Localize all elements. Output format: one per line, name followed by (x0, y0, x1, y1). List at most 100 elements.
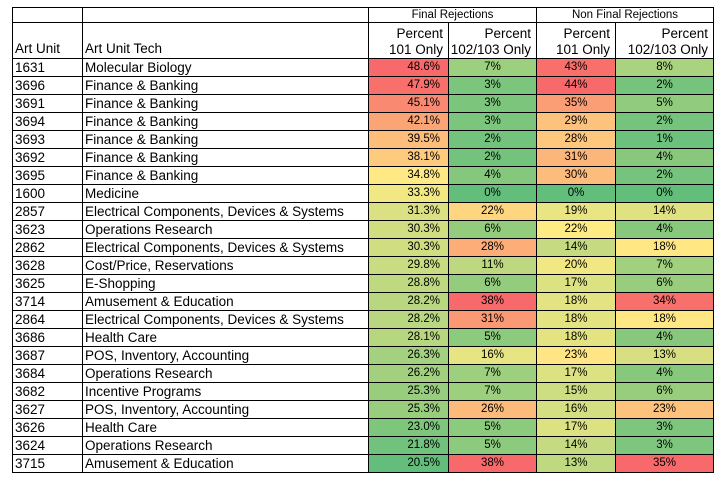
final-102-103-cell: 2% (448, 148, 537, 167)
art-unit-tech-cell: Health Care (82, 418, 369, 437)
table-row: 2862 Electrical Components, Devices & Sys… (12, 238, 714, 257)
final-101-cell: 20.5% (368, 454, 449, 473)
art-unit-header: Art Unit (12, 22, 83, 59)
art-unit-tech-cell: Amusement & Education (82, 292, 369, 311)
nonfinal-102-103-cell: 34% (615, 292, 714, 311)
final-101-cell: 42.1% (368, 112, 449, 131)
art-unit-cell: 1631 (12, 58, 83, 77)
final-102-103-cell: 5% (448, 418, 537, 437)
art-unit-tech-header: Art Unit Tech (82, 22, 369, 59)
table-row: 1631 Molecular Biology 48.6% 7% 43% 8% (12, 58, 714, 77)
nonfinal-101-header: Percent 101 Only (536, 22, 616, 59)
final-102-103-cell: 3% (448, 76, 537, 95)
art-unit-cell: 3623 (12, 220, 83, 239)
art-unit-cell: 3625 (12, 274, 83, 293)
final-102-103-cell: 26% (448, 400, 537, 419)
percent-label: Percent (396, 26, 443, 41)
table-row: 3696 Finance & Banking 47.9% 3% 44% 2% (12, 76, 714, 95)
only-101-label: 101 Only (555, 42, 610, 57)
final-101-header: Percent 101 Only (368, 22, 449, 59)
art-unit-tech-cell: Finance & Banking (82, 166, 369, 185)
art-unit-tech-cell: Operations Research (82, 364, 369, 383)
final-102-103-cell: 7% (448, 382, 537, 401)
final-102-103-cell: 7% (448, 364, 537, 383)
nonfinal-101-cell: 13% (536, 454, 616, 473)
nonfinal-101-cell: 15% (536, 382, 616, 401)
nonfinal-102-103-cell: 3% (615, 436, 714, 455)
table-row: 3627 POS, Inventory, Accounting 25.3% 26% 16… (12, 400, 714, 419)
final-101-cell: 33.3% (368, 184, 449, 203)
nonfinal-101-cell: 31% (536, 148, 616, 167)
final-102-103-cell: 28% (448, 238, 537, 257)
rejections-table-container: Final Rejections Non Final Rejections Ar… (12, 7, 722, 473)
art-unit-tech-cell: Finance & Banking (82, 130, 369, 149)
final-102-103-cell: 4% (448, 166, 537, 185)
art-unit-cell: 2862 (12, 238, 83, 257)
nonfinal-102-103-header: Percent 102/103 Only (615, 22, 714, 59)
nonfinal-101-cell: 19% (536, 202, 616, 221)
nonfinal-102-103-cell: 18% (615, 238, 714, 257)
final-102-103-cell: 38% (448, 454, 537, 473)
art-unit-tech-cell: E-Shopping (82, 274, 369, 293)
nonfinal-102-103-cell: 5% (615, 94, 714, 113)
art-unit-tech-cell: Finance & Banking (82, 94, 369, 113)
header-blank-cell (12, 7, 83, 23)
final-102-103-cell: 3% (448, 94, 537, 113)
final-101-cell: 29.8% (368, 256, 449, 275)
final-101-cell: 30.3% (368, 220, 449, 239)
final-102-103-cell: 22% (448, 202, 537, 221)
final-101-cell: 39.5% (368, 130, 449, 149)
nonfinal-101-cell: 0% (536, 184, 616, 203)
nonfinal-101-cell: 14% (536, 436, 616, 455)
final-101-cell: 28.1% (368, 328, 449, 347)
nonfinal-102-103-cell: 18% (615, 310, 714, 329)
final-102-103-header: Percent 102/103 Only (448, 22, 537, 59)
art-unit-tech-cell: Electrical Components, Devices & Systems (82, 238, 369, 257)
only-102-103-label: 102/103 Only (450, 42, 531, 57)
art-unit-cell: 3714 (12, 292, 83, 311)
final-102-103-cell: 11% (448, 256, 537, 275)
art-unit-cell: 3694 (12, 112, 83, 131)
nonfinal-102-103-cell: 6% (615, 382, 714, 401)
art-unit-cell: 3693 (12, 130, 83, 149)
nonfinal-102-103-cell: 4% (615, 328, 714, 347)
nonfinal-102-103-cell: 23% (615, 400, 714, 419)
non-final-rejections-header: Non Final Rejections (536, 7, 714, 23)
art-unit-tech-cell: Incentive Programs (82, 382, 369, 401)
table-row: 3691 Finance & Banking 45.1% 3% 35% 5% (12, 94, 714, 113)
nonfinal-101-cell: 18% (536, 292, 616, 311)
art-unit-cell: 3624 (12, 436, 83, 455)
table-row: 1600 Medicine 33.3% 0% 0% 0% (12, 184, 714, 203)
final-102-103-cell: 31% (448, 310, 537, 329)
table-row: 3625 E-Shopping 28.8% 6% 17% 6% (12, 274, 714, 293)
art-unit-tech-cell: Medicine (82, 184, 369, 203)
final-102-103-cell: 5% (448, 436, 537, 455)
art-unit-cell: 3627 (12, 400, 83, 419)
group-header-row: Final Rejections Non Final Rejections (12, 7, 714, 23)
nonfinal-101-cell: 22% (536, 220, 616, 239)
percent-label: Percent (563, 26, 610, 41)
nonfinal-102-103-cell: 2% (615, 166, 714, 185)
final-102-103-cell: 5% (448, 328, 537, 347)
nonfinal-102-103-cell: 1% (615, 130, 714, 149)
final-101-cell: 23.0% (368, 418, 449, 437)
final-101-cell: 45.1% (368, 94, 449, 113)
nonfinal-101-cell: 44% (536, 76, 616, 95)
art-unit-tech-cell: Molecular Biology (82, 58, 369, 77)
final-101-cell: 48.6% (368, 58, 449, 77)
nonfinal-101-cell: 23% (536, 346, 616, 365)
final-102-103-cell: 0% (448, 184, 537, 203)
final-101-cell: 38.1% (368, 148, 449, 167)
final-101-cell: 31.3% (368, 202, 449, 221)
nonfinal-101-cell: 28% (536, 130, 616, 149)
final-102-103-cell: 38% (448, 292, 537, 311)
nonfinal-101-cell: 14% (536, 238, 616, 257)
final-102-103-cell: 16% (448, 346, 537, 365)
final-102-103-cell: 3% (448, 112, 537, 131)
nonfinal-101-cell: 29% (536, 112, 616, 131)
table-row: 3626 Health Care 23.0% 5% 17% 3% (12, 418, 714, 437)
nonfinal-102-103-cell: 0% (615, 184, 714, 203)
final-101-cell: 28.2% (368, 310, 449, 329)
art-unit-cell: 3695 (12, 166, 83, 185)
final-rejections-header: Final Rejections (368, 7, 537, 23)
